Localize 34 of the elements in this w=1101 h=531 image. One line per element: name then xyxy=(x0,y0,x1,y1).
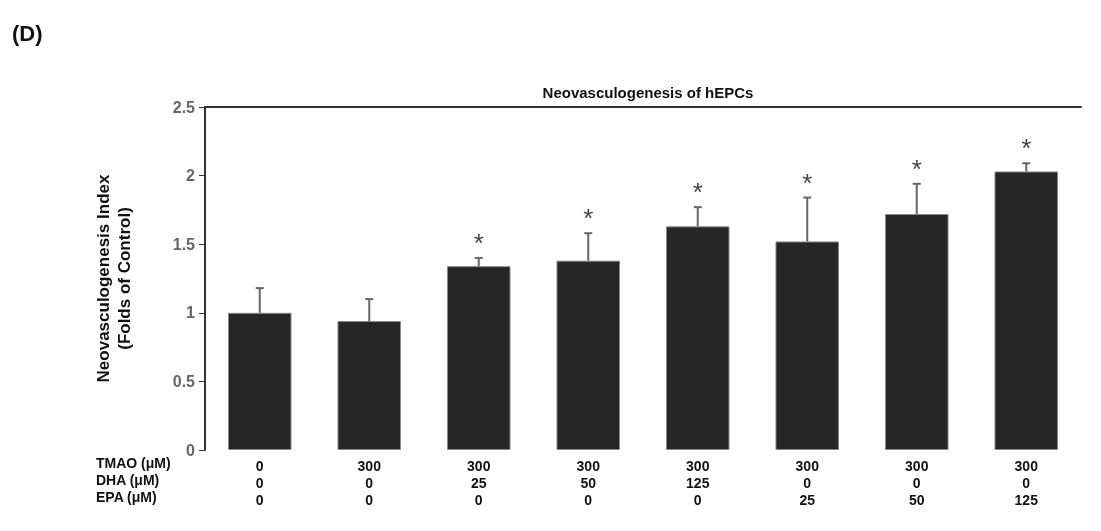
y-tick-label: 1.5 xyxy=(172,235,196,253)
chart-title: Neovasculogenesis of hEPCs xyxy=(542,84,754,101)
bar xyxy=(994,171,1059,450)
text: DHA (μM) xyxy=(96,472,160,488)
data-label: * xyxy=(911,153,922,184)
bar xyxy=(228,312,292,450)
bar xyxy=(666,226,730,450)
y-tick-label: 2 xyxy=(186,167,196,185)
bar xyxy=(885,214,949,450)
bar xyxy=(775,241,840,450)
text: EPA (μM) xyxy=(96,489,157,505)
bar xyxy=(337,321,402,450)
y-tick-label: 0 xyxy=(186,441,196,459)
x-tick-label: 0 0 0 xyxy=(255,457,264,508)
data-label: * xyxy=(692,177,703,208)
text: (D) xyxy=(12,20,43,46)
y-tick-label: 2.5 xyxy=(172,98,196,116)
y-axis-title: Neovasculogenesis Index (Folds of Control) xyxy=(94,174,134,383)
x-tick-label: 300 0 125 xyxy=(1014,457,1039,508)
x-tick-label: 300 0 50 xyxy=(905,457,929,508)
data-label: * xyxy=(1021,133,1032,164)
x-tick-label: 300 50 0 xyxy=(576,457,601,508)
bar xyxy=(556,260,621,450)
x-tick-label: 300 125 0 xyxy=(686,457,710,508)
text: TMAO (μM) xyxy=(96,455,171,471)
y-tick-label: 1 xyxy=(186,304,196,322)
data-label: * xyxy=(802,167,813,198)
y-tick-label: 0.5 xyxy=(172,372,196,390)
x-tick-label: 300 0 0 xyxy=(357,457,382,508)
bar xyxy=(447,266,511,450)
x-tick-label: 300 0 25 xyxy=(795,457,820,508)
data-label: * xyxy=(583,203,594,234)
x-tick-label: 300 25 0 xyxy=(467,457,491,508)
data-label: * xyxy=(473,227,484,258)
